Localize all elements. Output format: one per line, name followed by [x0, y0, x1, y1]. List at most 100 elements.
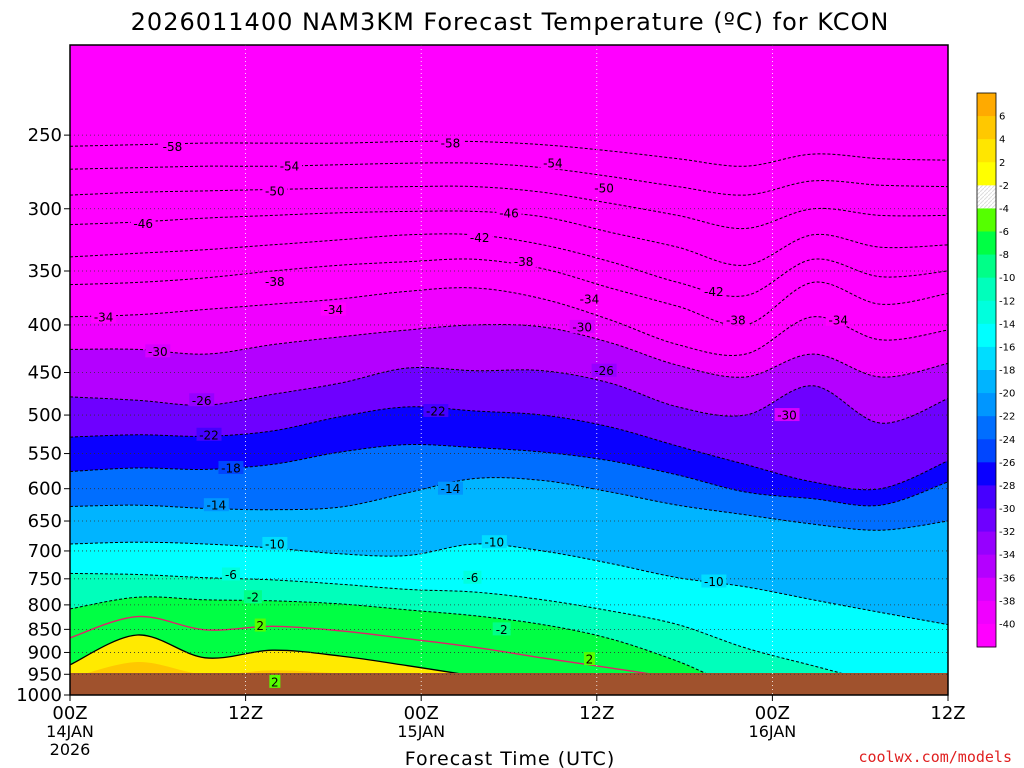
isotherm-line	[70, 287, 948, 356]
isotherm-line	[70, 210, 948, 266]
contour-label-text: -2	[247, 591, 259, 605]
contour-label-text: -22	[199, 428, 219, 442]
isotherm-line	[70, 596, 948, 695]
colorbar-swatch	[977, 623, 996, 648]
colorbar: 6 4 2 -2 -4 -6 -8 -10 -12 -14 -16 -18 -20 -22 -24 -26 -2…	[976, 92, 1015, 648]
isotherm-line	[70, 258, 948, 327]
colorbar-label: -4	[999, 204, 1009, 215]
contour-label-bg	[492, 622, 511, 636]
colorbar-swatch	[977, 508, 996, 533]
contour-label-bg	[262, 274, 288, 288]
contour-label: -58	[159, 139, 185, 154]
colorbar-label: -10	[999, 273, 1015, 284]
contour-label: -26	[189, 393, 215, 408]
contour-label: 2	[254, 618, 266, 633]
contour-label-bg	[576, 291, 602, 305]
colorbar-swatch	[977, 254, 996, 279]
isotherm-line	[70, 572, 948, 694]
y-tick-label: 950	[28, 664, 62, 685]
contour-label: -54	[540, 156, 566, 171]
contour-label-bg	[254, 618, 266, 632]
colorbar-swatch	[977, 554, 996, 579]
colorbar-label: -38	[999, 596, 1015, 607]
y-tick-label: 500	[28, 405, 62, 426]
contour-label: -34	[576, 291, 602, 306]
colorbar-label: -30	[999, 504, 1015, 515]
contour-label-bg	[269, 674, 281, 688]
contour-label-text: -18	[221, 461, 241, 475]
contour-label-bg	[91, 309, 117, 323]
contour-label-bg	[262, 183, 288, 197]
colorbar-label: -12	[999, 296, 1015, 307]
x-tick-label: 12Z	[930, 703, 965, 724]
colorbar-label: -6	[999, 227, 1009, 238]
contour-label-text: -58	[441, 137, 461, 151]
colorbar-label: -22	[999, 412, 1015, 423]
contour-label-bg	[467, 230, 493, 244]
contour-label-bg	[130, 216, 156, 230]
colorbar-label: -2	[999, 181, 1009, 192]
isotherm-line	[70, 162, 948, 196]
x-year-label: 2026	[50, 740, 91, 759]
colorbar-swatch	[977, 277, 996, 302]
y-axis: 2503003504004505005506006507007508008509…	[16, 125, 70, 706]
chart-title: 2026011400 NAM3KM Forecast Temperature (…	[131, 8, 890, 36]
contour-label-text: -38	[726, 313, 746, 327]
contour-label: -42	[467, 230, 493, 245]
contour-label-bg	[496, 205, 522, 219]
y-tick-label: 400	[28, 315, 62, 336]
colorbar-label: -32	[999, 527, 1015, 538]
contour-label: -2	[243, 590, 262, 605]
contour-label: 2	[269, 674, 281, 689]
colorbar-swatch	[977, 485, 996, 509]
contour-label: -18	[218, 460, 244, 475]
x-date-label: 14JAN	[46, 722, 94, 741]
y-tick-label: 900	[28, 642, 62, 663]
colorbar-label: -8	[999, 250, 1009, 261]
x-tick-label: 12Z	[228, 703, 263, 724]
y-tick-label: 1000	[16, 685, 62, 706]
contour-label: 2	[583, 652, 595, 667]
colorbar-swatch	[977, 116, 996, 140]
x-tick-label: 00Z	[404, 703, 439, 724]
colorbar-swatch	[977, 600, 996, 625]
contour-label-text: -30	[148, 345, 168, 359]
temperature-fills	[70, 141, 948, 695]
contour-label-bg	[203, 498, 229, 512]
contour-label: -58	[437, 136, 463, 151]
colorbar-frame	[976, 92, 997, 648]
colorbar-label: -26	[999, 458, 1015, 469]
colorbar-swatch	[977, 577, 996, 602]
contour-label-bg	[159, 139, 185, 153]
colorbar-label: -14	[999, 319, 1015, 330]
contour-label-text: -22	[426, 405, 446, 419]
colorbar-swatch	[977, 439, 996, 463]
contour-label-bg	[583, 652, 595, 666]
colorbar-label: -40	[999, 619, 1015, 630]
contour-label-text: -6	[225, 568, 237, 582]
contour-label-bg	[481, 535, 507, 549]
y-tick-label: 450	[28, 363, 62, 384]
isotherm-lines	[70, 140, 948, 695]
contour-label: -10	[262, 536, 288, 551]
isotherm-line	[70, 443, 948, 507]
contour-label-bg	[591, 363, 617, 377]
contour-label-text: 2	[256, 619, 264, 633]
y-tick-label: 600	[28, 479, 62, 500]
contour-label: -14	[203, 498, 229, 513]
site-credit: coolwx.com/models	[858, 748, 1012, 766]
contour-label-text: -10	[485, 536, 505, 550]
contour-label-text: -2	[496, 623, 508, 637]
colorbar-swatch	[977, 323, 996, 348]
contour-label-bg	[423, 404, 449, 418]
isotherm-line	[70, 185, 948, 230]
colorbar-swatch	[977, 139, 996, 163]
x-tick-label: 00Z	[755, 703, 790, 724]
y-tick-label: 650	[28, 511, 62, 532]
y-tick-label: 850	[28, 619, 62, 640]
contour-label-text: -10	[265, 537, 285, 551]
contour-label: -2	[492, 622, 511, 637]
colorbar-label: -34	[999, 550, 1015, 561]
colorbar-swatch	[977, 231, 996, 256]
